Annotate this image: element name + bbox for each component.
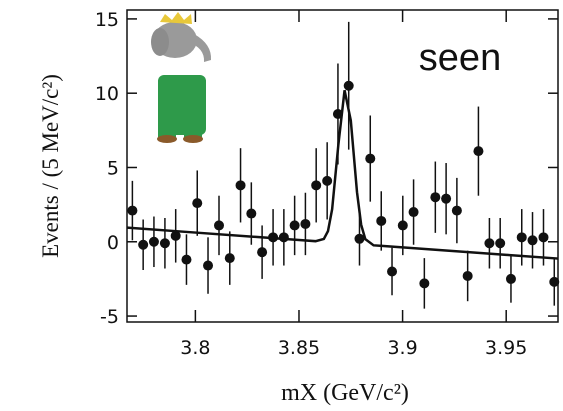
data-point — [192, 198, 203, 209]
data-point — [203, 260, 214, 271]
data-point — [397, 220, 408, 231]
elephant-illustration — [151, 12, 212, 143]
data-point — [246, 208, 257, 219]
data-point — [376, 215, 387, 226]
data-point — [235, 180, 246, 191]
data-point — [181, 254, 192, 265]
data-point — [462, 270, 473, 281]
data-point — [322, 175, 333, 186]
data-point — [138, 239, 149, 250]
data-point — [419, 278, 430, 289]
x-tick-label: 3.8 — [180, 337, 210, 359]
data-point — [289, 220, 300, 231]
data-point — [214, 220, 225, 231]
data-point — [495, 238, 506, 249]
x-tick-label: 3.95 — [485, 337, 527, 359]
data-point — [516, 232, 527, 243]
plot-frame — [126, 9, 559, 323]
data-point — [538, 232, 549, 243]
data-point — [257, 247, 268, 258]
data-point — [430, 192, 441, 203]
y-tick-label: 5 — [107, 157, 119, 179]
x-tick-label: 3.85 — [278, 337, 320, 359]
data-point — [451, 205, 462, 216]
data-point — [224, 253, 235, 264]
data-point — [170, 230, 181, 241]
y-tick-label: 10 — [95, 83, 119, 105]
x-tick-label: 3.9 — [387, 337, 417, 359]
data-point — [365, 153, 376, 164]
data-point — [527, 235, 538, 246]
annotation: seen — [419, 37, 501, 79]
data-point — [148, 236, 159, 247]
data-point — [387, 266, 398, 277]
data-point — [159, 238, 170, 249]
data-point — [473, 146, 484, 157]
data-point — [354, 233, 365, 244]
data-point — [505, 273, 516, 284]
y-tick-label: -5 — [100, 306, 119, 328]
data-point — [484, 238, 495, 249]
data-point — [311, 180, 322, 191]
data-point — [408, 207, 419, 218]
data-point — [300, 218, 311, 229]
data-point — [441, 193, 452, 204]
fit-curve — [126, 89, 559, 260]
y-axis-label: Events / (5 MeV/c²) — [38, 74, 63, 258]
data-point — [343, 80, 354, 91]
y-tick-label: 0 — [107, 232, 119, 254]
data-point — [549, 276, 560, 287]
y-tick-label: 15 — [95, 9, 119, 31]
x-axis-label: mX (GeV/c²) — [281, 380, 409, 406]
data-point — [278, 232, 289, 243]
data-point — [127, 205, 138, 216]
